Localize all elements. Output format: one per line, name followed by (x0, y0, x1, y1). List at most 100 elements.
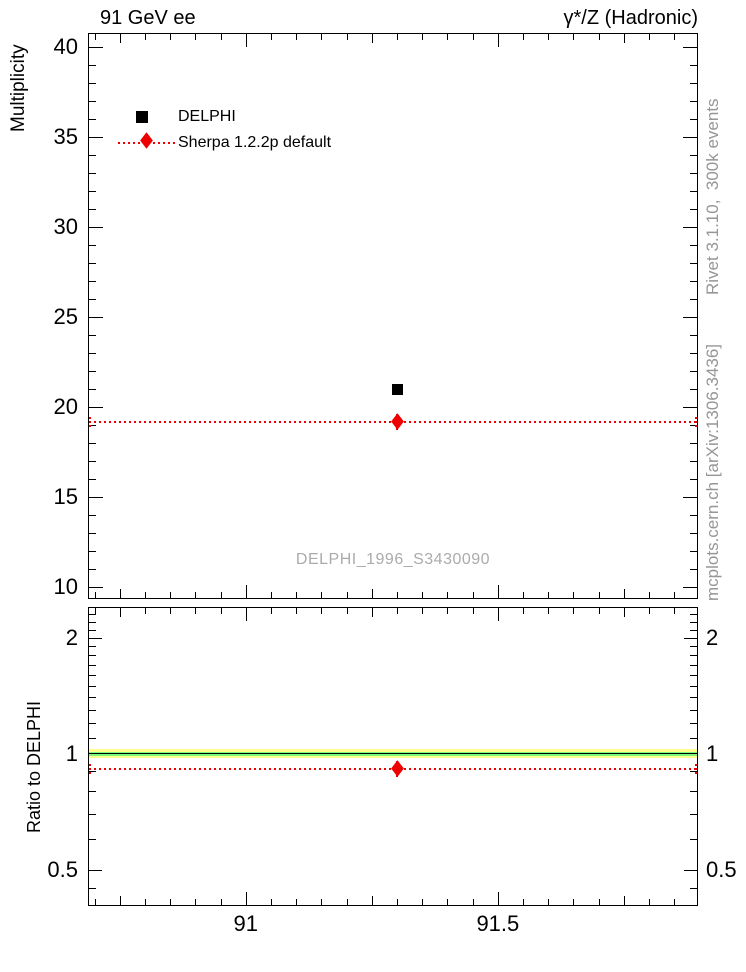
y-tick (89, 280, 96, 282)
y-tick (89, 514, 96, 516)
x-tick (271, 34, 272, 40)
y-tick (683, 496, 697, 498)
ratio-y-tick (690, 664, 697, 666)
x-tick (598, 34, 600, 40)
x-tick (170, 899, 172, 905)
x-tick (422, 34, 424, 40)
x-tick (371, 34, 373, 43)
y-tick (690, 532, 697, 534)
x-tick (119, 608, 121, 617)
x-tick (119, 589, 121, 598)
x-tick (94, 592, 96, 598)
y-tick (690, 262, 697, 264)
ratio-y-tick-label: 1 (706, 740, 719, 766)
y-tick (690, 298, 697, 300)
y-tick (690, 173, 697, 174)
ratio-y-tick-label: 2 (65, 624, 78, 650)
y-tick (690, 209, 697, 210)
x-tick (598, 608, 600, 614)
y-tick (89, 568, 96, 570)
x-tick (195, 592, 197, 598)
x-tick (472, 34, 474, 40)
x-tick (296, 899, 298, 905)
x-tick (94, 34, 96, 40)
x-tick (573, 34, 575, 40)
x-tick (674, 608, 676, 614)
ratio-y-tick (690, 697, 697, 699)
x-tick (245, 34, 247, 47)
x-tick (321, 608, 323, 614)
main-y-tick-label: 10 (53, 573, 78, 599)
ratio-y-tick (89, 646, 96, 648)
x-tick (548, 608, 550, 614)
y-tick (683, 586, 697, 588)
x-tick (220, 608, 222, 614)
ratio-y-tick (690, 723, 697, 725)
x-tick (371, 896, 373, 905)
x-tick (371, 589, 373, 598)
main-y-tick-label: 30 (53, 214, 78, 239)
y-tick (89, 460, 96, 462)
y-tick (89, 137, 103, 139)
y-tick (89, 262, 96, 264)
x-tick (296, 592, 298, 598)
y-tick (683, 47, 697, 49)
x-tick (94, 608, 96, 614)
y-tick (89, 83, 96, 85)
y-tick (89, 298, 96, 300)
ratio-y-tick (690, 709, 697, 711)
ratio-y-tick (89, 791, 96, 793)
x-tick (346, 34, 348, 40)
y-tick (89, 209, 96, 210)
x-tick (548, 899, 550, 905)
mc-ratio-line-end-cap (695, 763, 697, 774)
y-tick (690, 83, 697, 85)
y-tick (690, 155, 697, 157)
x-tick (144, 34, 146, 40)
ratio-y-tick (89, 655, 96, 657)
ratio-y-tick-label: 2 (706, 624, 719, 650)
y-tick (89, 173, 96, 174)
y-tick (683, 316, 697, 318)
main-y-tick-label: 15 (53, 483, 78, 509)
ratio-y-tick (690, 621, 697, 623)
y-tick (690, 245, 697, 246)
ratio-y-tick-label: 1 (65, 740, 78, 766)
x-tick (497, 608, 499, 621)
main-y-tick-label: 40 (53, 34, 78, 60)
ratio-y-tick (89, 607, 96, 609)
y-tick (690, 460, 697, 462)
ratio-y-tick (690, 646, 697, 648)
x-tick (144, 592, 146, 598)
ratio-y-tick (89, 664, 96, 666)
x-tick (220, 899, 222, 905)
ratio-y-tick (690, 839, 697, 841)
x-tick (170, 592, 172, 598)
ratio-y-tick (690, 675, 697, 677)
ratio-y-tick (690, 737, 697, 739)
x-tick (144, 608, 146, 614)
ratio-y-tick (89, 771, 96, 773)
x-tick (573, 899, 575, 905)
x-tick (649, 592, 651, 598)
x-tick (573, 608, 575, 614)
mc-line-end-cap (89, 416, 91, 427)
x-tick (170, 34, 172, 40)
red-dotted-diamond-marker-icon (104, 130, 176, 156)
ratio-y-tick (690, 629, 697, 631)
x-tick (523, 899, 525, 905)
x-tick (321, 899, 323, 905)
ratio-y-tick (89, 723, 96, 725)
x-tick (674, 592, 676, 598)
y-tick (89, 47, 103, 49)
x-tick (623, 34, 625, 43)
ratio-y-tick (89, 697, 96, 699)
ratio-y-tick (690, 655, 697, 657)
analysis-id-watermark: DELPHI_1996_S3430090 (295, 551, 491, 568)
mcplots-arxiv-note: mcplots.cern.ch [arXiv:1306.3436] (703, 343, 722, 601)
x-tick (346, 592, 348, 598)
ratio-y-tick (89, 813, 96, 815)
x-tick (195, 34, 197, 40)
ratio-y-tick (690, 607, 697, 609)
